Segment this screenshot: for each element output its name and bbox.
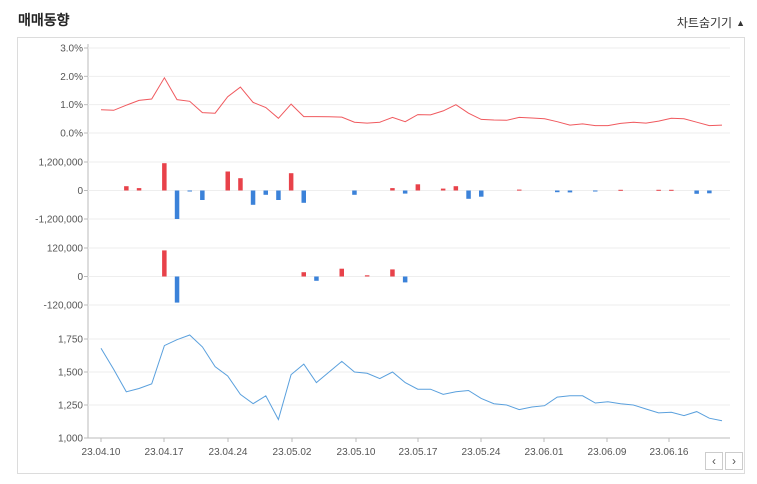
- x-tick-label: 23.05.24: [462, 447, 501, 458]
- bar: [656, 189, 661, 191]
- series-line-1: [100, 76, 723, 127]
- y-tick-label: 1,750: [58, 335, 83, 346]
- y-tick-label: 1,200,000: [39, 158, 84, 169]
- bar: [339, 268, 344, 277]
- bar: [238, 178, 243, 191]
- bar: [415, 184, 421, 191]
- hide-chart-toggle[interactable]: 차트숨기기 ▲: [677, 14, 745, 31]
- y-tick-label: 1.0%: [60, 100, 83, 111]
- bar: [352, 190, 357, 195]
- bar: [707, 190, 712, 194]
- x-tick-label: 23.06.09: [588, 447, 627, 458]
- triangle-up-icon: ▲: [736, 18, 745, 28]
- bar: [453, 186, 459, 191]
- x-tick-label: 23.04.17: [145, 447, 184, 458]
- bar: [466, 190, 471, 199]
- x-tick-label: 23.04.24: [209, 447, 248, 458]
- hide-chart-label: 차트숨기기: [676, 16, 733, 30]
- x-tick-label: 23.06.16: [650, 447, 689, 458]
- bar: [593, 190, 598, 192]
- y-tick-label: 0: [77, 272, 83, 283]
- bar: [276, 190, 281, 200]
- bar: [618, 189, 623, 191]
- bar: [174, 276, 180, 303]
- bar: [440, 188, 446, 191]
- bar: [669, 189, 674, 191]
- series-line-4: [100, 334, 723, 422]
- bar: [187, 190, 192, 192]
- bar: [225, 171, 230, 191]
- y-tick-label: 2.0%: [60, 72, 83, 83]
- bar: [250, 190, 256, 205]
- bar: [263, 190, 268, 195]
- bar: [402, 276, 408, 283]
- chart-panel: [17, 37, 745, 474]
- bar: [314, 276, 319, 281]
- x-tick-label: 23.06.01: [525, 447, 564, 458]
- y-tick-label: -120,000: [44, 301, 84, 312]
- page-title: 매매동향: [18, 12, 70, 28]
- bar: [694, 190, 699, 194]
- y-tick-label: -1,200,000: [35, 215, 83, 226]
- bar: [567, 190, 573, 193]
- bar: [124, 186, 129, 191]
- bar: [364, 275, 370, 277]
- bar: [162, 163, 167, 191]
- y-tick-label: 0.0%: [60, 129, 83, 140]
- y-tick-label: 1,000: [58, 434, 83, 445]
- x-tick-label: 23.05.02: [273, 447, 312, 458]
- x-tick-label: 23.04.10: [82, 447, 121, 458]
- bar: [390, 188, 395, 191]
- x-tick-label: 23.05.17: [399, 447, 438, 458]
- bar: [174, 190, 180, 219]
- bar: [555, 190, 560, 193]
- bar: [301, 190, 306, 203]
- y-tick-label: 0: [77, 186, 83, 197]
- y-tick-label: 1,500: [58, 368, 83, 379]
- bar: [390, 269, 395, 277]
- bar: [402, 190, 408, 194]
- bar: [288, 173, 294, 191]
- y-tick-label: 3.0%: [60, 44, 83, 55]
- next-page-button[interactable]: ›: [725, 452, 743, 470]
- y-tick-label: 120,000: [47, 244, 84, 255]
- prev-page-button[interactable]: ‹: [705, 452, 723, 470]
- x-tick-label: 23.05.10: [337, 447, 376, 458]
- bar: [136, 188, 142, 191]
- bar: [301, 272, 306, 277]
- bar: [479, 190, 484, 197]
- bar: [162, 250, 167, 277]
- bar: [200, 190, 205, 200]
- y-tick-label: 1,250: [58, 401, 83, 412]
- bar: [517, 189, 522, 191]
